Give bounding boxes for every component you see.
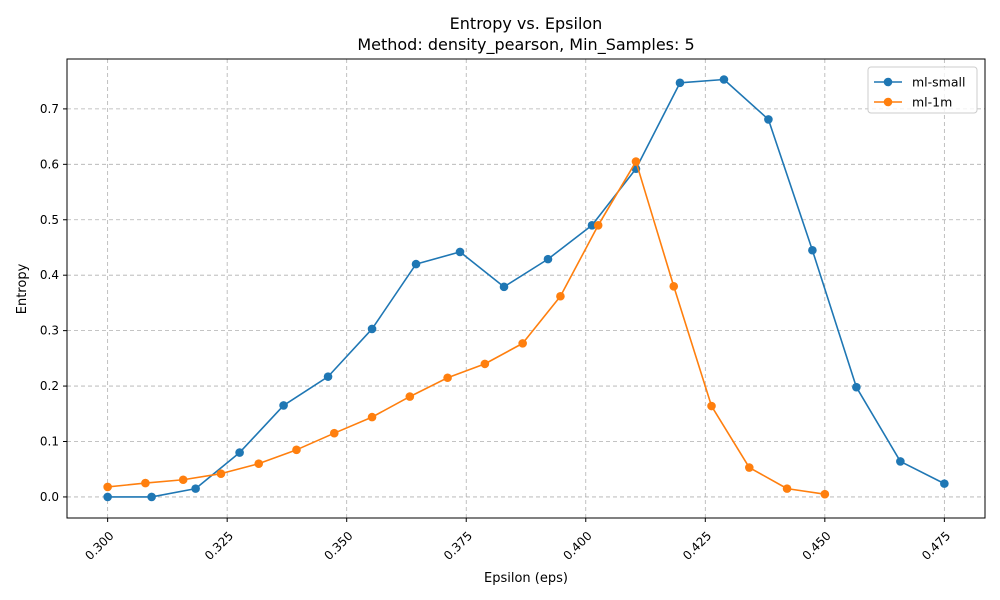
data-point [329, 428, 339, 438]
data-point [707, 401, 716, 411]
data-point [103, 492, 112, 502]
data-point [455, 247, 465, 257]
legend-label: ml-1m [912, 95, 952, 110]
data-point [518, 339, 527, 348]
y-tick-label: 0.4 [40, 268, 59, 282]
legend: ml-small ml-1m [867, 66, 978, 114]
data-point [675, 78, 685, 88]
data-point [669, 281, 679, 291]
data-point [367, 412, 377, 422]
data-point [543, 254, 553, 264]
data-point [852, 382, 861, 392]
y-axis-ticks: 0.0 0.1 0.2 0.3 0.4 0.5 0.6 0.7 [40, 102, 67, 504]
data-point [782, 484, 792, 493]
y-tick-label: 0.2 [40, 379, 59, 393]
chart-subtitle: Method: density_pearson, Min_Samples: 5 [357, 35, 694, 55]
data-point [411, 259, 421, 269]
y-tick-label: 0.5 [40, 213, 59, 227]
y-tick-label: 0.3 [40, 324, 59, 338]
data-point [443, 373, 452, 383]
series-line [107, 78, 945, 498]
data-point [216, 469, 226, 478]
data-point [593, 221, 603, 230]
data-point [719, 75, 729, 84]
data-point [141, 478, 150, 488]
data-point [178, 475, 188, 485]
data-point [367, 324, 377, 334]
legend-marker [883, 77, 893, 87]
data-point [820, 489, 830, 499]
series-line [107, 160, 825, 495]
data-point [147, 492, 156, 502]
data-point [587, 221, 597, 230]
data-point [279, 401, 288, 410]
data-point [235, 448, 244, 457]
data-point [744, 463, 754, 472]
plot-frame [66, 58, 986, 519]
y-tick-label: 0.0 [40, 490, 59, 504]
series-ml-1m [103, 157, 830, 499]
legend-label: ml-small [912, 75, 965, 90]
grid-lines [67, 59, 985, 518]
y-axis-label: Entropy [15, 263, 30, 314]
data-point [940, 479, 949, 488]
data-point [764, 115, 773, 124]
data-point [323, 372, 333, 381]
y-tick-label: 0.6 [40, 157, 59, 171]
data-point [631, 157, 641, 166]
data-point [405, 392, 415, 401]
data-point [896, 457, 905, 466]
data-point [480, 359, 490, 369]
series-layer [103, 75, 949, 502]
data-point [499, 282, 509, 292]
series-ml-small [103, 75, 949, 502]
y-tick-label: 0.1 [40, 435, 59, 449]
y-tick-label: 0.7 [40, 102, 59, 116]
legend-marker [883, 97, 893, 107]
data-point [254, 459, 264, 468]
data-point [808, 245, 817, 255]
data-point [556, 291, 565, 301]
x-axis-label: Epsilon (eps) [484, 571, 568, 586]
data-point [292, 445, 301, 455]
data-point [191, 484, 200, 493]
data-point [103, 482, 112, 492]
chart-title: Entropy vs. Epsilon [450, 14, 603, 33]
